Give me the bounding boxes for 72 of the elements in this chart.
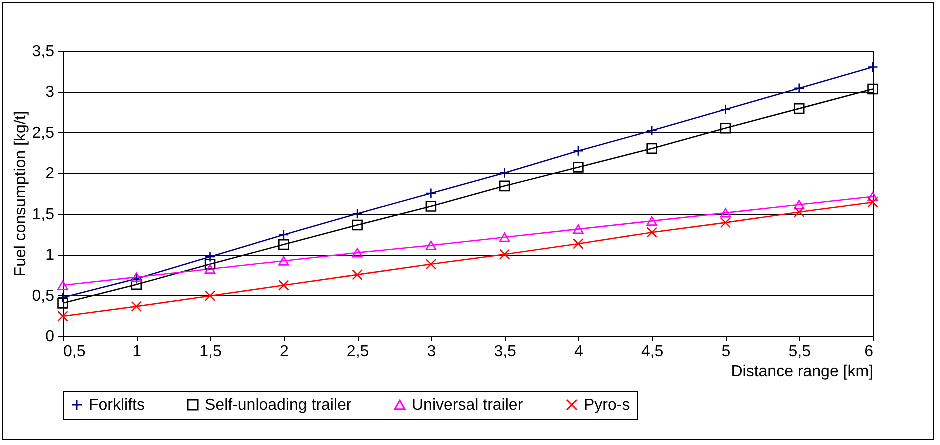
point [646, 216, 658, 226]
x-tick-label: 3,5 [494, 344, 517, 360]
y-tick-label: 2,5 [32, 124, 55, 142]
point [352, 208, 363, 220]
point [426, 201, 437, 212]
point [868, 84, 878, 95]
point [573, 146, 584, 157]
x-tick-label: 5,5 [788, 344, 812, 360]
legend-label: Pyro-s [584, 397, 630, 414]
point [720, 104, 732, 116]
y-tick-label: 3 [46, 84, 55, 102]
point [646, 143, 658, 154]
point [352, 248, 363, 258]
point [868, 192, 878, 202]
point [131, 301, 142, 312]
point [794, 206, 805, 218]
point [352, 270, 363, 280]
y-tick-label: 0,5 [32, 288, 55, 305]
x-tick-label: 6 [864, 344, 874, 360]
x-tick-label: 5 [722, 344, 731, 360]
x-tick-label: 0,5 [64, 344, 86, 360]
y-tick-label: 1,5 [32, 206, 55, 224]
point [204, 264, 216, 274]
y-tick-label: 0 [46, 328, 55, 346]
point [868, 62, 878, 73]
point [794, 83, 805, 94]
point [720, 122, 732, 134]
point [352, 220, 363, 231]
point [58, 292, 68, 304]
x-tick-label: 1,5 [200, 344, 222, 360]
point [499, 180, 510, 192]
point [204, 290, 216, 302]
point [278, 256, 290, 266]
point [426, 240, 437, 250]
point [58, 311, 68, 322]
y-tick-label: 3,5 [32, 44, 55, 60]
point [278, 230, 290, 240]
y-tick-label: 1 [46, 247, 55, 264]
point [646, 125, 658, 136]
point [868, 197, 878, 208]
x-tick-label: 2 [280, 344, 289, 360]
point [573, 238, 584, 250]
point [573, 224, 584, 234]
legend-label: Self-unloading trailer [205, 397, 352, 414]
x-tick-label: 1 [132, 344, 142, 360]
x-axis-title: Distance range [km] [731, 364, 874, 380]
point [426, 258, 437, 270]
point [278, 280, 290, 291]
point [426, 188, 437, 199]
point [278, 239, 290, 250]
point [720, 208, 732, 218]
x-tick-label: 4 [574, 344, 584, 360]
point [204, 258, 216, 270]
y-axis-title: Fuel consumption [kg/t] [12, 111, 30, 277]
point [58, 280, 68, 290]
point [58, 298, 68, 309]
point [499, 232, 510, 242]
x-tick-label: 2,5 [346, 344, 370, 360]
point [573, 162, 584, 173]
x-tick-label: 4,5 [641, 344, 664, 360]
point [499, 249, 510, 260]
point [499, 168, 510, 179]
y-tick-label: 2 [46, 166, 55, 183]
legend-label: Universal trailer [412, 397, 524, 414]
point [204, 252, 216, 262]
point [794, 103, 805, 114]
x-tick-label: 3 [427, 344, 436, 360]
point [720, 217, 732, 228]
point [794, 200, 805, 210]
point [131, 279, 142, 290]
legend-label: Forklifts [89, 397, 145, 414]
point [646, 227, 658, 238]
